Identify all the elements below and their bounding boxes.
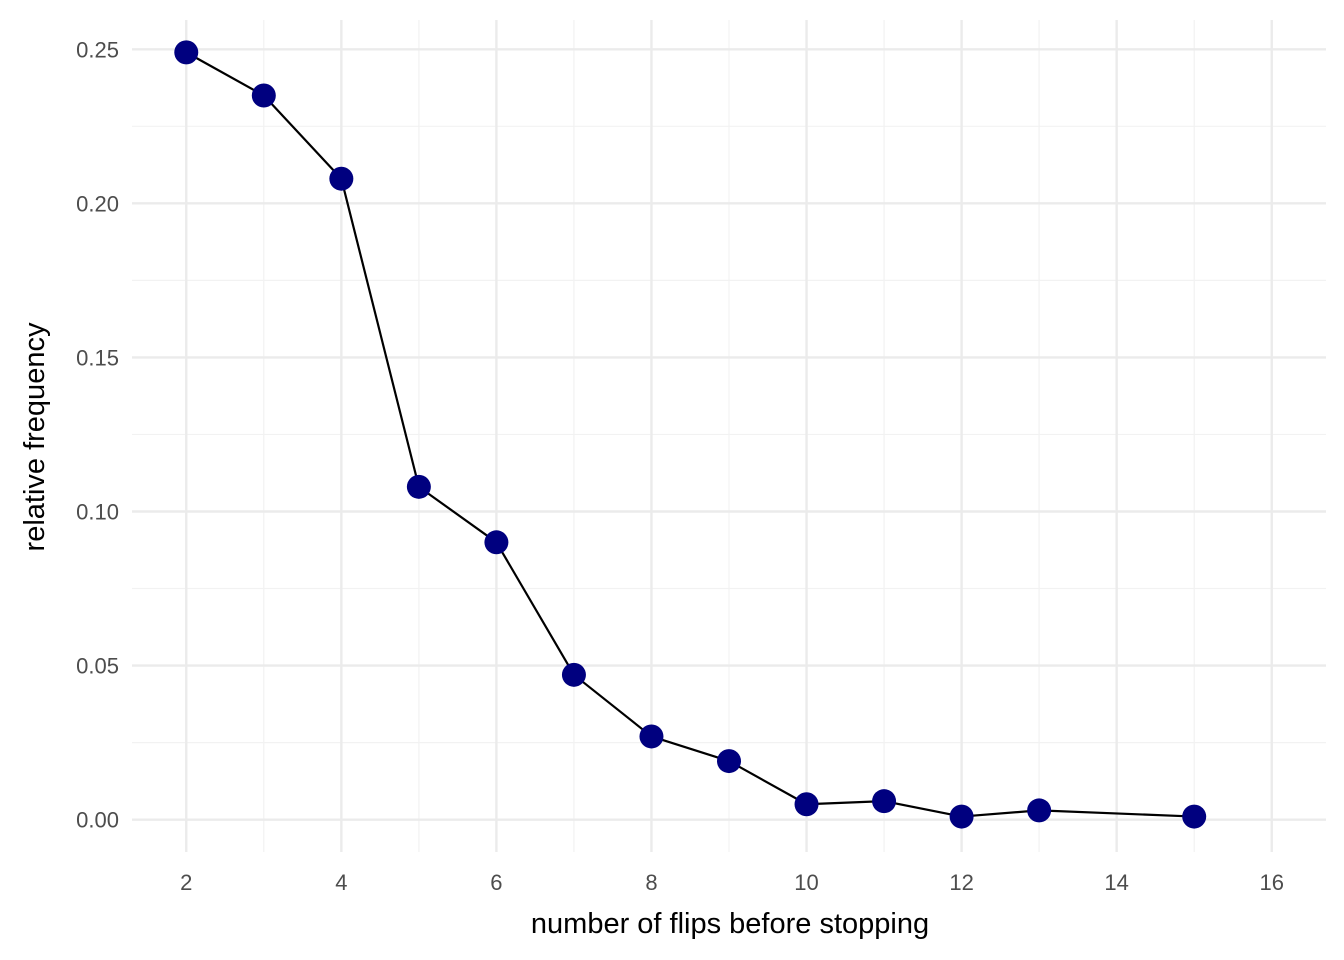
data-point — [1027, 798, 1052, 823]
x-tick-label: 2 — [180, 870, 192, 895]
data-point — [949, 804, 974, 829]
x-tick-label: 4 — [335, 870, 347, 895]
data-point — [1182, 804, 1207, 829]
major-gridlines — [132, 20, 1326, 852]
y-axis-title: relative frequency — [19, 322, 51, 551]
data-point — [794, 792, 819, 817]
data-point — [561, 662, 586, 687]
y-tick-label: 0.05 — [76, 654, 119, 679]
data-point — [251, 83, 276, 108]
x-tick-label: 6 — [490, 870, 502, 895]
data-point — [639, 724, 664, 749]
data-point — [406, 474, 431, 499]
x-axis-tick-labels: 2 4 6 8 10 12 14 16 — [180, 870, 1284, 895]
x-tick-label: 14 — [1104, 870, 1128, 895]
data-point — [329, 166, 354, 191]
y-tick-label: 0.25 — [76, 37, 119, 62]
y-axis-tick-labels: 0.00 0.05 0.10 0.15 0.20 0.25 — [76, 37, 119, 832]
y-tick-label: 0.20 — [76, 191, 119, 216]
x-tick-label: 12 — [949, 870, 973, 895]
y-tick-label: 0.00 — [76, 808, 119, 833]
x-axis-title: number of flips before stopping — [531, 908, 929, 940]
y-tick-label: 0.10 — [76, 499, 119, 524]
x-tick-label: 16 — [1259, 870, 1283, 895]
minor-gridlines — [132, 20, 1326, 852]
x-tick-label: 8 — [645, 870, 657, 895]
x-tick-label: 10 — [794, 870, 818, 895]
series-points-group — [174, 40, 1207, 829]
data-point — [872, 789, 897, 814]
y-tick-label: 0.15 — [76, 345, 119, 370]
data-point — [174, 40, 199, 65]
data-point — [484, 530, 509, 555]
data-point — [717, 749, 741, 774]
